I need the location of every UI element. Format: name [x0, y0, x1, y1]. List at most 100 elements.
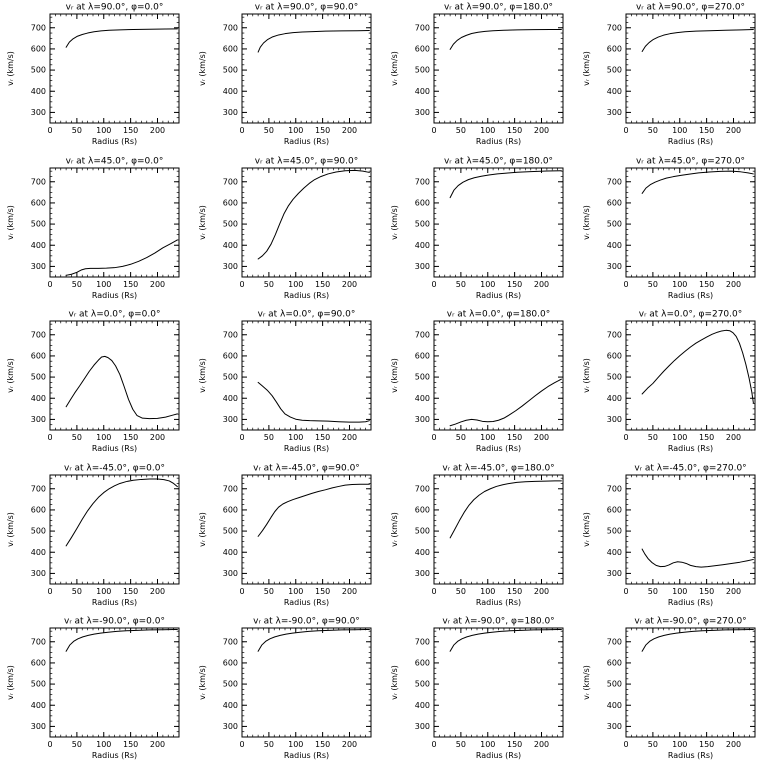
x-tick-label: 100: [96, 433, 111, 442]
x-tick-label: 150: [315, 433, 330, 442]
x-tick-label: 0: [239, 433, 244, 442]
plot-frame: [49, 320, 180, 431]
y-tick-label: 700: [31, 23, 46, 32]
x-tick-label: 200: [534, 433, 549, 442]
plot-title: vᵣ at λ=-45.0°, φ=90.0°: [253, 463, 360, 473]
y-tick-label: 500: [607, 373, 622, 382]
y-axis-label: vᵣ (km/s): [198, 358, 207, 393]
y-tick-label: 500: [223, 680, 238, 689]
x-tick-label: 100: [480, 280, 495, 289]
x-tick-label: 150: [123, 587, 138, 596]
x-tick-label: 50: [648, 587, 658, 596]
y-tick-label: 400: [223, 394, 238, 403]
plot-title: vᵣ at λ=90.0°, φ=180.0°: [444, 2, 553, 12]
velocity-curve: [257, 382, 370, 423]
y-tick-label: 600: [415, 505, 430, 514]
x-axis-label: Radius (Rs): [668, 444, 713, 453]
x-tick-label: 100: [480, 126, 495, 135]
x-tick-label: 50: [72, 433, 82, 442]
x-tick-label: 100: [672, 587, 687, 596]
x-tick-label: 50: [264, 433, 274, 442]
y-tick-label: 300: [415, 722, 430, 731]
x-tick-label: 200: [534, 280, 549, 289]
x-tick-label: 150: [315, 280, 330, 289]
x-tick-label: 0: [431, 587, 436, 596]
y-tick-label: 500: [607, 66, 622, 75]
plot-title: vᵣ at λ=0.0°, φ=90.0°: [258, 310, 356, 320]
line-chart: 0 50 100 150 200 300 400 500 600 700 vᵣ at λ=-90.0…: [6, 617, 180, 760]
line-chart: 0 50 100 150 200 300 400 500 600 700 vᵣ at λ=90.0°…: [390, 2, 564, 146]
y-axis-label: vᵣ (km/s): [582, 512, 591, 547]
x-tick-label: 0: [623, 433, 628, 442]
plot-title: vᵣ at λ=90.0°, φ=270.0°: [636, 2, 745, 12]
y-tick-label: 300: [415, 108, 430, 117]
velocity-curve: [641, 28, 754, 52]
x-tick-label: 150: [507, 280, 522, 289]
line-chart: 0 50 100 150 200 300 400 500 600 700 vᵣ at λ=90.0°…: [198, 2, 372, 146]
plot-panel: 0 50 100 150 200 300 400 500 600 700 vᵣ at λ=90.0°…: [384, 0, 576, 154]
y-tick-label: 700: [223, 638, 238, 647]
plot-frame: [49, 167, 180, 278]
y-tick-label: 700: [607, 177, 622, 186]
y-tick-label: 400: [607, 701, 622, 710]
y-tick-label: 500: [31, 219, 46, 228]
x-tick-label: 200: [150, 587, 165, 596]
x-tick-label: 100: [672, 740, 687, 749]
y-tick-label: 700: [415, 177, 430, 186]
x-tick-label: 0: [47, 433, 52, 442]
x-tick-label: 150: [699, 740, 714, 749]
y-tick-label: 600: [31, 505, 46, 514]
y-tick-label: 300: [31, 415, 46, 424]
y-axis-label: vᵣ (km/s): [6, 358, 15, 393]
y-tick-label: 400: [415, 548, 430, 557]
y-tick-label: 600: [607, 198, 622, 207]
x-tick-label: 200: [150, 740, 165, 749]
y-tick-label: 500: [31, 526, 46, 535]
y-tick-label: 400: [607, 87, 622, 96]
plot-frame: [241, 167, 372, 278]
y-tick-label: 300: [607, 569, 622, 578]
y-axis-label: vᵣ (km/s): [390, 205, 399, 240]
plot-frame: [625, 167, 756, 278]
x-tick-label: 0: [623, 587, 628, 596]
plot-title: vᵣ at λ=90.0°, φ=90.0°: [255, 2, 358, 12]
plot-panel: 0 50 100 150 200 300 400 500 600 700 vᵣ at λ=-90.0…: [0, 614, 192, 768]
plot-panel: 0 50 100 150 200 300 400 500 600 700 vᵣ at λ=45.0°…: [0, 154, 192, 308]
plot-panel: 0 50 100 150 200 300 400 500 600 700 vᵣ at λ=-45.0…: [576, 461, 768, 615]
y-tick-label: 600: [415, 352, 430, 361]
x-axis-label: Radius (Rs): [476, 444, 521, 453]
plot-frame: [49, 474, 180, 585]
y-tick-label: 500: [31, 373, 46, 382]
velocity-curve: [449, 629, 562, 653]
y-tick-label: 700: [415, 331, 430, 340]
plot-title: vᵣ at λ=-90.0°, φ=270.0°: [634, 617, 746, 627]
plot-panel: 0 50 100 150 200 300 400 500 600 700 vᵣ at λ=-45.0…: [0, 461, 192, 615]
line-chart: 0 50 100 150 200 300 400 500 600 700 vᵣ at λ=90.0°…: [582, 2, 756, 146]
y-tick-label: 400: [223, 548, 238, 557]
plot-panel: 0 50 100 150 200 300 400 500 600 700 vᵣ at λ=90.0°…: [576, 0, 768, 154]
x-tick-label: 50: [72, 280, 82, 289]
y-tick-label: 400: [31, 394, 46, 403]
plot-panel: 0 50 100 150 200 300 400 500 600 700 vᵣ at λ=45.0°…: [576, 154, 768, 308]
velocity-curve: [257, 169, 370, 260]
x-tick-label: 100: [96, 587, 111, 596]
x-tick-label: 0: [431, 126, 436, 135]
plot-title: vᵣ at λ=0.0°, φ=180.0°: [447, 310, 550, 320]
y-tick-label: 500: [31, 66, 46, 75]
y-axis-label: vᵣ (km/s): [6, 512, 15, 547]
plot-panel: 0 50 100 150 200 300 400 500 600 700 vᵣ at λ=0.0°,…: [576, 307, 768, 461]
plot-title: vᵣ at λ=-90.0°, φ=180.0°: [442, 617, 554, 627]
x-tick-label: 150: [507, 126, 522, 135]
x-tick-label: 100: [96, 280, 111, 289]
velocity-curve: [449, 28, 562, 50]
x-tick-label: 0: [47, 280, 52, 289]
plot-frame: [241, 627, 372, 738]
velocity-curve: [257, 483, 370, 537]
x-tick-label: 100: [288, 433, 303, 442]
x-tick-label: 50: [648, 433, 658, 442]
line-chart: 0 50 100 150 200 300 400 500 600 700 vᵣ at λ=0.0°,…: [390, 310, 564, 453]
y-tick-label: 400: [223, 240, 238, 249]
x-tick-label: 200: [726, 740, 741, 749]
y-tick-label: 300: [223, 415, 238, 424]
